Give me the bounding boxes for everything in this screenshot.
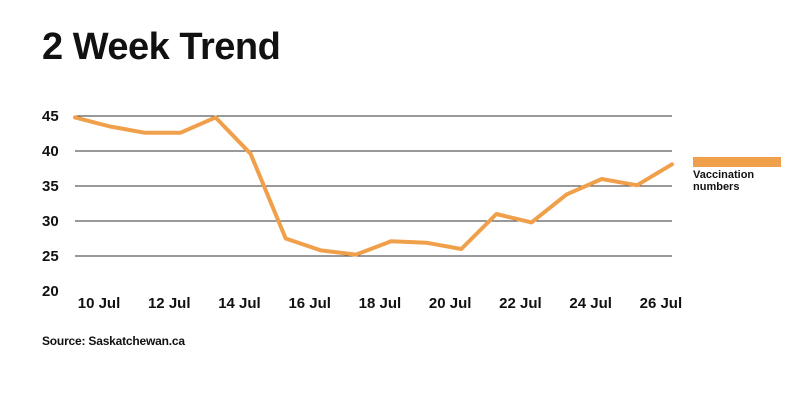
x-tick-label: 10 Jul <box>78 295 121 312</box>
x-tick-label: 14 Jul <box>218 295 261 312</box>
x-axis-ticks: 10 Jul 12 Jul 14 Jul 16 Jul 18 Jul 20 Jul 22 J… <box>78 295 682 312</box>
y-axis-ticks: 20 25 30 35 40 45 <box>42 108 59 300</box>
x-tick-label: 20 Jul <box>429 295 472 312</box>
legend: Vaccination numbers <box>693 157 783 193</box>
legend-label: Vaccination numbers <box>693 169 755 193</box>
x-tick-label: 22 Jul <box>499 295 542 312</box>
series-line-vaccination-numbers <box>73 115 674 257</box>
x-tick-label: 18 Jul <box>359 295 402 312</box>
x-tick-label: 12 Jul <box>148 295 191 312</box>
series-layer <box>73 115 674 257</box>
source-note: Source: Saskatchewan.ca <box>42 334 185 348</box>
y-tick-label: 40 <box>42 143 59 160</box>
y-tick-label: 20 <box>42 283 59 300</box>
y-tick-label: 35 <box>42 178 59 195</box>
x-tick-label: 24 Jul <box>569 295 612 312</box>
y-tick-label: 45 <box>42 108 59 125</box>
y-tick-label: 25 <box>42 248 59 265</box>
x-tick-label: 26 Jul <box>640 295 683 312</box>
legend-swatch <box>693 157 781 167</box>
grid-lines <box>75 115 672 257</box>
x-tick-label: 16 Jul <box>288 295 331 312</box>
chart-title: 2 Week Trend <box>42 26 281 68</box>
y-tick-label: 30 <box>42 213 59 230</box>
